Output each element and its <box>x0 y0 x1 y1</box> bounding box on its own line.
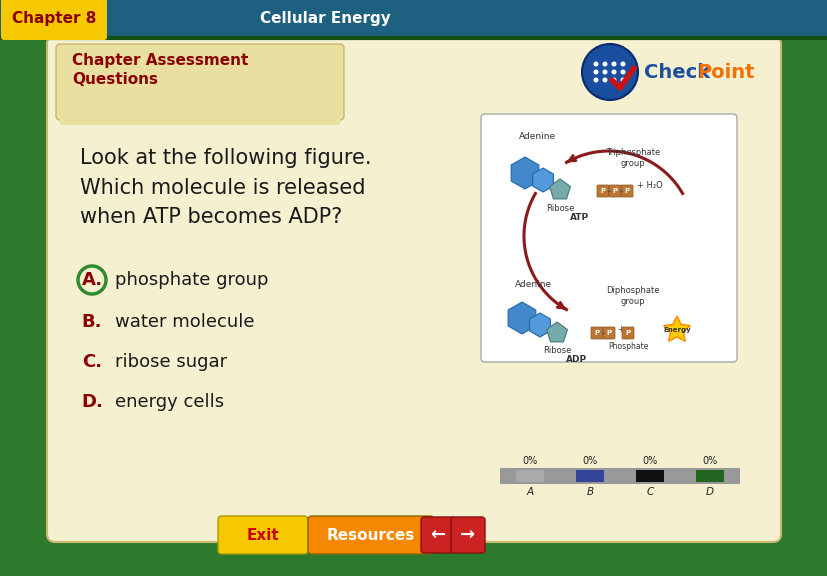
Text: water molecule: water molecule <box>115 313 254 331</box>
Text: Chapter 8: Chapter 8 <box>12 12 96 26</box>
FancyBboxPatch shape <box>1 0 107 40</box>
Text: ADP: ADP <box>566 355 587 364</box>
Text: Cellular Energy: Cellular Energy <box>260 12 390 26</box>
FancyBboxPatch shape <box>56 44 343 120</box>
Text: 0%: 0% <box>581 456 597 466</box>
Polygon shape <box>549 179 570 199</box>
FancyBboxPatch shape <box>0 0 827 38</box>
FancyBboxPatch shape <box>602 327 614 339</box>
Text: 0%: 0% <box>701 456 717 466</box>
Text: P: P <box>612 188 617 194</box>
FancyBboxPatch shape <box>621 327 633 339</box>
Text: Diphosphate
group: Diphosphate group <box>605 286 659 306</box>
Text: C: C <box>646 487 653 497</box>
Text: Chapter Assessment
Questions: Chapter Assessment Questions <box>72 52 248 88</box>
Text: energy cells: energy cells <box>115 393 224 411</box>
Text: P: P <box>624 188 629 194</box>
Polygon shape <box>510 157 538 189</box>
Text: 0%: 0% <box>522 456 537 466</box>
Circle shape <box>602 62 607 66</box>
Text: Exit: Exit <box>246 528 279 543</box>
FancyBboxPatch shape <box>60 95 340 125</box>
Circle shape <box>611 78 616 82</box>
Polygon shape <box>546 322 566 342</box>
FancyBboxPatch shape <box>576 470 603 482</box>
Text: D.: D. <box>81 393 103 411</box>
Circle shape <box>611 70 616 74</box>
Text: +: + <box>616 325 623 335</box>
Text: Adenine: Adenine <box>518 132 555 141</box>
Text: B.: B. <box>82 313 102 331</box>
FancyBboxPatch shape <box>696 470 723 482</box>
Text: P: P <box>594 330 599 336</box>
FancyBboxPatch shape <box>620 185 632 197</box>
Text: P: P <box>624 330 630 336</box>
FancyBboxPatch shape <box>420 517 455 553</box>
Circle shape <box>602 70 607 74</box>
Polygon shape <box>508 302 535 334</box>
Text: →: → <box>460 526 475 544</box>
Circle shape <box>593 70 598 74</box>
FancyBboxPatch shape <box>500 468 739 484</box>
Text: D: D <box>705 487 713 497</box>
Circle shape <box>619 62 624 66</box>
Circle shape <box>619 78 624 82</box>
Circle shape <box>593 62 598 66</box>
FancyBboxPatch shape <box>451 517 485 553</box>
Text: Check: Check <box>643 63 710 81</box>
Circle shape <box>593 78 598 82</box>
Text: B: B <box>586 487 593 497</box>
Text: P: P <box>600 188 605 194</box>
Circle shape <box>611 62 616 66</box>
Text: P: P <box>605 330 611 336</box>
Text: Look at the following figure.
Which molecule is released
when ATP becomes ADP?: Look at the following figure. Which mole… <box>80 148 371 227</box>
Text: A: A <box>526 487 533 497</box>
Text: ribose sugar: ribose sugar <box>115 353 227 371</box>
Text: 0%: 0% <box>642 456 657 466</box>
Text: + H₂O: + H₂O <box>636 181 662 191</box>
FancyBboxPatch shape <box>308 516 433 554</box>
Text: Resources: Resources <box>327 528 414 543</box>
Text: Energy: Energy <box>662 327 690 333</box>
Text: Ribose: Ribose <box>543 346 571 355</box>
FancyBboxPatch shape <box>480 114 736 362</box>
Text: Ribose: Ribose <box>545 204 573 213</box>
FancyBboxPatch shape <box>596 185 609 197</box>
FancyBboxPatch shape <box>609 185 620 197</box>
Text: Triphosphate
group: Triphosphate group <box>605 148 659 168</box>
FancyBboxPatch shape <box>218 516 308 554</box>
Text: A.: A. <box>81 271 103 289</box>
Text: Adenine: Adenine <box>514 280 551 289</box>
Polygon shape <box>529 313 550 337</box>
FancyBboxPatch shape <box>590 327 602 339</box>
FancyBboxPatch shape <box>515 470 543 482</box>
Text: phosphate group: phosphate group <box>115 271 268 289</box>
Circle shape <box>619 70 624 74</box>
FancyBboxPatch shape <box>635 470 663 482</box>
Text: ←: ← <box>430 526 445 544</box>
Text: ATP: ATP <box>570 213 589 222</box>
Text: Point: Point <box>696 63 753 81</box>
Text: Phosphate: Phosphate <box>607 342 648 351</box>
Polygon shape <box>532 168 552 192</box>
Circle shape <box>581 44 638 100</box>
FancyBboxPatch shape <box>47 36 780 542</box>
Polygon shape <box>663 316 690 342</box>
Circle shape <box>602 78 607 82</box>
Text: C.: C. <box>82 353 102 371</box>
